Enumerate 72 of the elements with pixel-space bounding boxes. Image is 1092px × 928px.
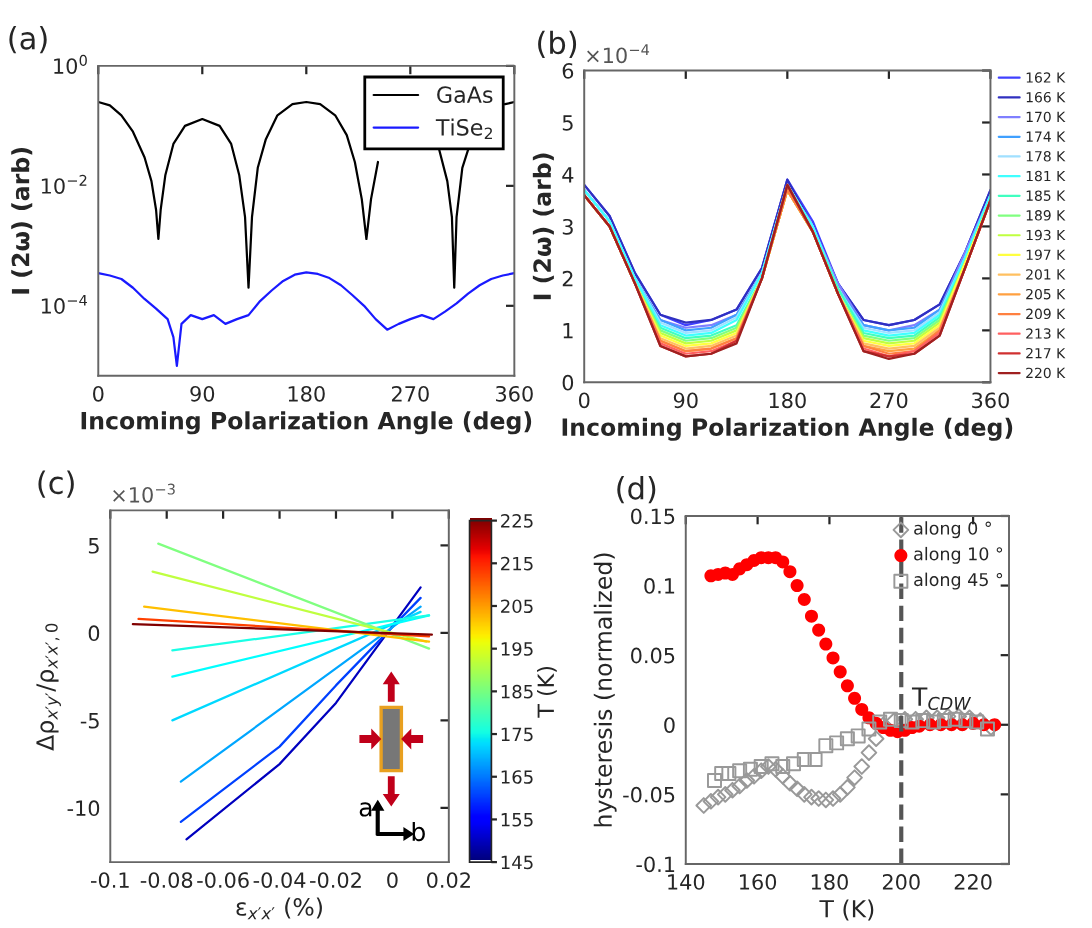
y-axis-title: Δρ$_{x′y′}$/ρ$_{x′x′,0}$ (36, 623, 61, 751)
x-tick-label: -0.04 (253, 872, 306, 888)
y-tick-label: 6 (562, 62, 574, 79)
y-tick-label: 0 (664, 717, 675, 733)
x-tick-label: 220 (954, 874, 992, 890)
x-axis-title: T (K) (819, 899, 874, 921)
y-tick-label: 0 (562, 374, 574, 391)
y-axis-title: I (2ω) (arb) (11, 147, 33, 294)
x-tick-label: 90 (190, 385, 215, 402)
y-tick-label: 5 (88, 538, 99, 554)
color-bar-label: 165 (501, 770, 533, 784)
y-tick-label: 2 (562, 270, 573, 287)
color-bar-label: 225 (501, 514, 533, 528)
chart-title: (d) (617, 476, 656, 504)
x-axis-title: ε$_{x′x′}$ (%) (236, 897, 322, 920)
y-tick-label: 4 (562, 167, 574, 183)
chart-title: (c) (38, 470, 74, 498)
y-tick-label: -0.05 (623, 786, 675, 803)
x-tick-label: -0.02 (310, 872, 361, 888)
y-tick-label: -0.1 (636, 856, 675, 873)
color-bar-label: 195 (501, 642, 533, 656)
x-tick-label: 270 (391, 385, 429, 402)
legend-label: GaAs (437, 86, 493, 104)
color-bar-label: 155 (501, 813, 533, 827)
x-tick-label: 160 (740, 874, 777, 890)
y-tick-label: 0.05 (631, 647, 675, 664)
color-bar-label: 175 (501, 727, 533, 742)
y-tick-label: 10$^{−4}$ (41, 294, 87, 314)
legend-label: along 0 ° (914, 521, 991, 539)
color-bar-label: 215 (501, 556, 533, 571)
y-tick-label: 3 (562, 218, 573, 235)
annotation: b (412, 821, 425, 842)
text: ×10$^{−3}$ (113, 483, 175, 503)
x-tick-label: -0.08 (140, 872, 193, 888)
x-axis-title: Incoming Polarization Angle (deg) (562, 417, 1013, 441)
x-tick-label: 0 (578, 392, 590, 409)
x-tick-label: 200 (882, 874, 920, 890)
y-tick-label: -10 (67, 800, 100, 817)
x-tick-label: 180 (288, 385, 325, 402)
y-tick-label: 10$^{−2}$ (41, 174, 87, 194)
color-bar-label: 205 (501, 599, 533, 614)
x-tick-label: 140 (668, 874, 705, 890)
color-bar-title: T (K) (537, 666, 557, 718)
x-tick-label: 360 (972, 392, 1009, 409)
x-tick-label: 0 (387, 872, 398, 888)
y-tick-label: 0.1 (644, 578, 675, 594)
legend-label: TiSe$_{2}$ (435, 118, 492, 140)
x-tick-label: 90 (673, 392, 698, 409)
chart-title: (a) (9, 26, 47, 54)
x-tick-label: 360 (496, 385, 533, 402)
y-tick-label: 1 (563, 323, 573, 339)
y-tick-label: -5 (80, 713, 99, 729)
y-axis-title: hysteresis (normalized) (593, 553, 617, 827)
y-tick-label: 5 (562, 115, 573, 131)
text: ×10$^{−4}$ (587, 44, 650, 64)
x-tick-label: -0.06 (197, 872, 249, 888)
legend-label: along 45 ° (914, 572, 1003, 590)
x-axis-title: Incoming Polarization Angle (deg) (81, 411, 532, 435)
ref-line-label: T$_{CDW}$ (911, 687, 972, 710)
color-bar-label: 145 (501, 855, 533, 870)
x-tick-label: 180 (769, 392, 806, 409)
x-tick-label: 270 (870, 392, 908, 409)
legend-label: along 10 ° (914, 546, 1003, 564)
chart-title: (b) (538, 30, 577, 58)
x-tick-label: 0.02 (426, 872, 470, 888)
y-axis-title: I (2ω) (arb) (532, 153, 554, 300)
x-tick-label: 180 (811, 874, 848, 890)
annotation: a (359, 802, 372, 817)
y-tick-label: 10$^{0}$ (54, 54, 87, 74)
color-bar-label: 185 (501, 684, 533, 699)
y-tick-label: 0 (88, 625, 100, 642)
y-tick-label: 0.15 (631, 508, 675, 525)
